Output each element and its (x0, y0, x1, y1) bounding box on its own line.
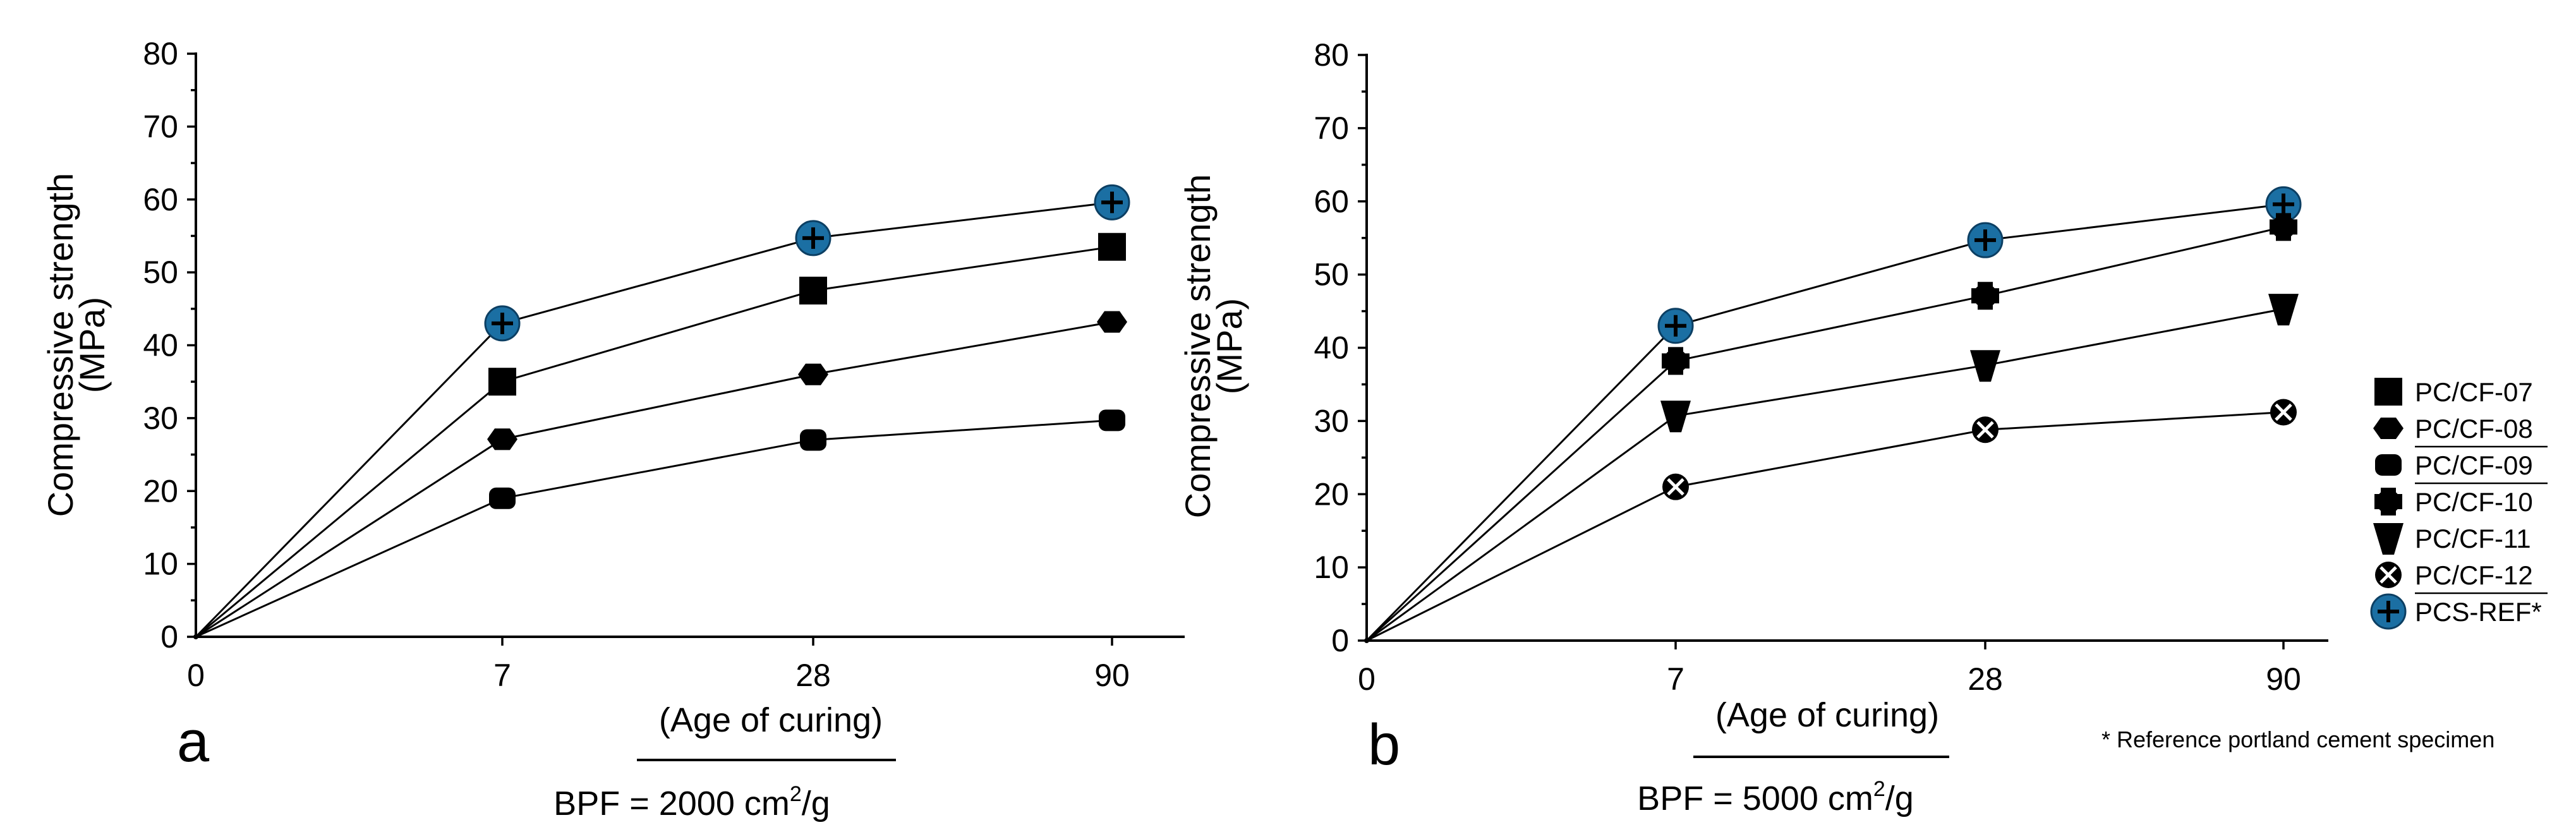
data-point-pc-cf-11 (1970, 350, 2000, 382)
data-point-pc-cf-10 (2270, 213, 2297, 241)
y-tick-label: 20 (143, 473, 178, 509)
data-point-pc-cf-09 (1099, 409, 1125, 431)
y-tick-label: 60 (143, 182, 178, 217)
bpf-caption: BPF = 5000 cm2/g (1637, 777, 1914, 817)
y-tick-label: 80 (143, 36, 178, 71)
series-line-pcs-ref- (195, 201, 1113, 638)
x-axis-title: (Age of curing) (1715, 696, 1939, 734)
data-point-pcs-ref- (2265, 186, 2302, 222)
y-tick-label: 10 (143, 546, 178, 582)
panel-letter: b (1368, 713, 1400, 777)
data-point-pc-cf-12 (1662, 473, 1689, 500)
y-axis-unit: (MPa) (72, 297, 112, 393)
data-point-pc-cf-12 (1972, 416, 1999, 443)
legend-label: PC/CF-11 (2415, 524, 2531, 553)
data-point-pc-cf-08 (798, 363, 828, 385)
data-point-pc-cf-12 (2270, 399, 2297, 426)
x-axis-title: (Age of curing) (659, 701, 883, 739)
data-point-pc-cf-08 (1097, 311, 1127, 333)
footnote: * Reference portland cement specimen (2101, 726, 2494, 752)
panel-b: 0 10 20 30 40 50 60 70 80 0 7 28 90 Compressive stren… (1178, 37, 2328, 817)
y-axis-unit: (MPa) (1209, 298, 1249, 394)
legend: PC/CF-07 PC/CF-08 PC/CF-09 PC/CF-10 PC/CF-11… (2101, 377, 2548, 752)
bpf-caption: BPF = 2000 cm2/g (553, 782, 830, 823)
y-tick-label: 50 (1314, 257, 1349, 292)
data-point-pc-cf-09 (489, 487, 516, 509)
data-point-pcs-ref- (795, 220, 831, 256)
bpf-caption-lead: BPF = 5000 cm (1637, 780, 1873, 817)
data-point-pc-cf-10 (1662, 347, 1690, 375)
data-point-pc-cf-10 (1971, 282, 1999, 310)
data-point-pc-cf-07 (488, 368, 516, 396)
x-tick-label: 90 (2266, 661, 2301, 697)
y-tick-label: 0 (160, 619, 178, 654)
x-tick-label: 0 (187, 658, 205, 693)
legend-label: PC/CF-10 (2415, 487, 2533, 517)
series-line-pc-cf-11 (1366, 308, 2284, 642)
y-tick-label: 40 (143, 328, 178, 363)
panel-letter: a (177, 709, 210, 774)
data-point-pc-cf-11 (1660, 401, 1691, 433)
data-point-pcs-ref- (1967, 222, 2004, 258)
legend-marker-pc-cf-09 (2375, 454, 2402, 476)
y-tick-label: 30 (1314, 403, 1349, 438)
y-tick-label: 60 (1314, 184, 1349, 219)
y-axis-title: Compressive strength (40, 173, 80, 517)
y-tick-label: 40 (1314, 330, 1349, 366)
data-point-pc-cf-09 (800, 429, 826, 451)
data-point-pcs-ref- (484, 305, 521, 342)
y-axis-title: Compressive strength (1178, 174, 1218, 519)
y-tick-label: 70 (1314, 111, 1349, 146)
bpf-caption-lead: BPF = 2000 cm (553, 785, 790, 823)
panel-a: 0 10 20 30 40 50 60 70 80 0 7 28 90 Compressive stren… (40, 36, 1185, 823)
series-line-pc-cf-08 (195, 321, 1113, 638)
y-tick-label: 0 (1331, 623, 1349, 658)
bpf-caption-tail: /g (1885, 780, 1914, 817)
series-line-pc-cf-12 (1366, 411, 2284, 642)
legend-label: PC/CF-08 (2415, 414, 2533, 443)
x-tick-label: 28 (795, 658, 831, 693)
legend-marker-pc-cf-10 (2374, 488, 2402, 515)
origin-point (1364, 638, 1369, 643)
y-tick-label: 50 (143, 255, 178, 290)
data-point-pc-cf-07 (799, 276, 827, 304)
bpf-caption-sup: 2 (1873, 777, 1885, 801)
x-tick-label: 7 (1667, 661, 1684, 697)
data-point-pcs-ref- (1657, 308, 1694, 344)
data-point-pc-cf-07 (1098, 232, 1126, 261)
series-line-pc-cf-09 (195, 419, 1113, 638)
data-point-pc-cf-08 (487, 428, 517, 450)
legend-label: PC/CF-07 (2415, 377, 2533, 407)
legend-marker-pc-cf-12 (2375, 562, 2402, 588)
origin-point (193, 634, 198, 639)
data-point-pcs-ref- (1094, 184, 1130, 220)
x-tick-label: 7 (493, 658, 511, 693)
legend-marker-pcs-ref- (2370, 593, 2407, 630)
bpf-caption-tail: /g (802, 785, 830, 823)
legend-label: PC/CF-09 (2415, 450, 2533, 480)
y-tick-label: 70 (143, 109, 178, 144)
data-point-pc-cf-11 (2268, 294, 2299, 326)
y-tick-label: 80 (1314, 37, 1349, 73)
series-line-pc-cf-07 (195, 246, 1113, 638)
x-tick-label: 28 (1968, 661, 2003, 697)
x-tick-label: 0 (1358, 661, 1376, 697)
y-tick-label: 10 (1314, 550, 1349, 585)
legend-label: PC/CF-12 (2415, 560, 2533, 590)
series-line-pc-cf-10 (1365, 226, 2284, 642)
y-tick-label: 20 (1314, 476, 1349, 512)
x-tick-label: 90 (1094, 658, 1130, 693)
legend-label: PCS-REF* (2415, 597, 2542, 627)
bpf-caption-sup: 2 (790, 782, 802, 806)
y-tick-label: 30 (143, 401, 178, 436)
legend-marker-pc-cf-08 (2373, 418, 2404, 439)
legend-marker-pc-cf-07 (2374, 378, 2402, 406)
legend-marker-pc-cf-11 (2373, 523, 2404, 555)
series-line-pcs-ref- (1365, 203, 2284, 642)
